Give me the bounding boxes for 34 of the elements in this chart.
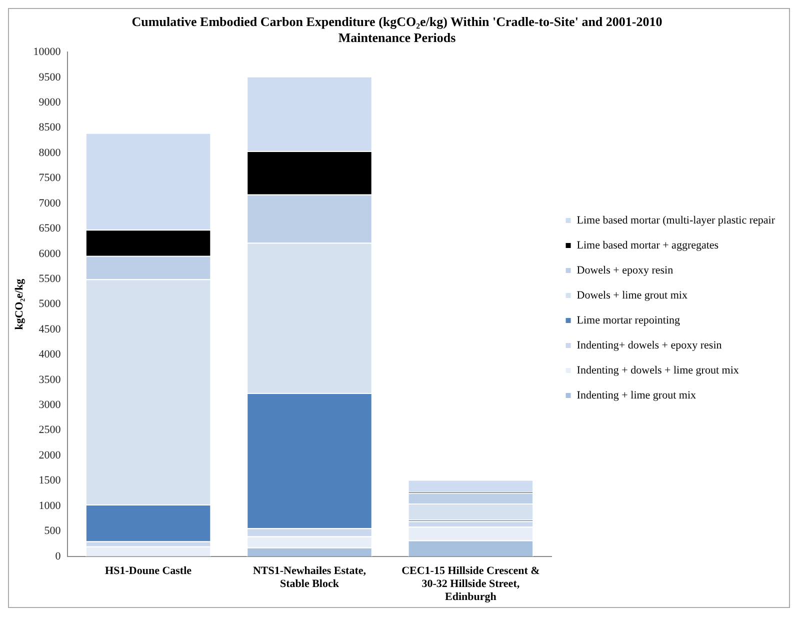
- y-tick-label: 3000: [38, 399, 62, 412]
- y-tick-label: 500: [44, 525, 62, 538]
- x-tick-label: HS1-Doune Castle: [105, 564, 192, 577]
- y-tick-label: 7500: [38, 172, 62, 184]
- y-tick-label: 2500: [38, 424, 62, 436]
- y-tick-label: 8000: [38, 146, 62, 159]
- y-tick-label: 6000: [38, 248, 62, 260]
- y-tick-label: 3500: [38, 374, 62, 386]
- y-tick-label: 10000: [33, 46, 62, 58]
- y-tick-label: 6500: [38, 222, 62, 235]
- y-tick-label: 2000: [38, 449, 62, 462]
- legend-label: Indenting+ dowels + epoxy resin: [576, 339, 722, 352]
- legend-label: Indenting + dowels + lime grout mix: [576, 364, 740, 376]
- y-tick-label: 1000: [38, 500, 62, 512]
- y-tick-label: 7000: [38, 197, 62, 210]
- y-tick-label: 8500: [38, 122, 62, 134]
- legend-label: Dowels + lime grout mix: [576, 289, 688, 302]
- y-tick-label: 4500: [38, 323, 62, 336]
- chart-title: Cumulative Embodied Carbon Expenditure (kgCO₂e/kg) Within 'Cradle-to-Site' and 2001-2010 Maintenance Periods: [132, 14, 662, 45]
- legend-label: Indenting + lime grout mix: [576, 389, 697, 402]
- legend-label: Lime based mortar + aggregates: [576, 239, 719, 252]
- y-tick-label: 4000: [38, 348, 62, 361]
- y-tick-label: 9500: [38, 71, 62, 84]
- y-tick-label: 0: [55, 550, 62, 562]
- y-tick-label: 5000: [38, 298, 62, 310]
- legend-label: Lime mortar repointing: [576, 314, 681, 326]
- x-tick-label: CEC1-15 Hillside Crescent & 30-32 Hillside Street, Edinburgh: [402, 564, 540, 604]
- y-tick-label: 5500: [38, 272, 62, 285]
- legend-label: Lime based mortar (multi-layer plastic repair: [576, 214, 776, 226]
- y-tick-label: 9000: [38, 96, 62, 109]
- x-tick-label: NTS1-Newhailes Estate, Stable Block: [252, 564, 366, 590]
- y-axis-title: kgCO₂e/kg: [13, 278, 26, 330]
- y-tick-label: 1500: [38, 474, 62, 487]
- legend-label: Dowels + epoxy resin: [576, 264, 674, 276]
